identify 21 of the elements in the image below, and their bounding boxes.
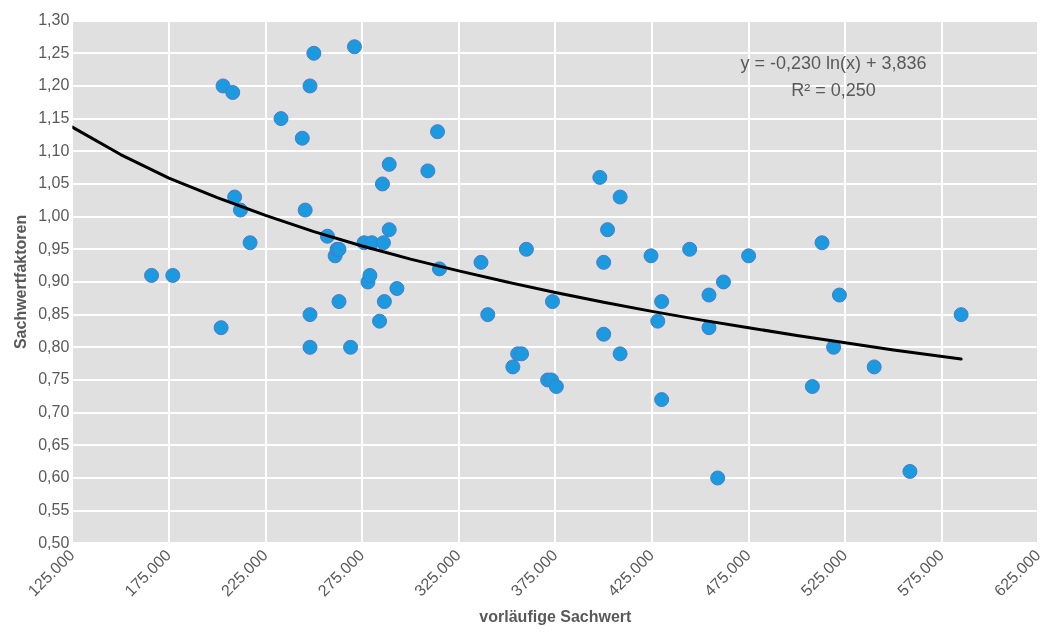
y-tick-label: 0,80 (38, 337, 70, 355)
y-axis-title: Sachwertfaktoren (12, 214, 30, 350)
y-tick-label: 1,05 (38, 174, 70, 192)
y-tick-label: 1,00 (38, 207, 70, 225)
y-tick-label: 0,75 (38, 370, 70, 388)
annotation: y = -0,230 ln(x) + 3,836 (740, 52, 927, 73)
y-tick-label: 0,60 (38, 468, 70, 486)
y-tick-label: 0,55 (38, 501, 70, 519)
y-tick-label: 1,15 (38, 109, 70, 127)
y-tick-label: 0,95 (38, 239, 70, 257)
y-tick-label: 0,70 (38, 403, 70, 421)
y-tick-label: 0,85 (38, 305, 70, 323)
annotation: R² = 0,250 (791, 79, 876, 100)
x-axis-title: vorläufige Sachwert (479, 607, 633, 625)
y-tick-label: 1,10 (38, 141, 70, 159)
y-tick-label: 0,90 (38, 272, 70, 290)
y-tick-label: 0,50 (38, 533, 70, 551)
y-tick-label: 1,20 (38, 76, 70, 94)
y-tick-label: 1,30 (38, 11, 70, 29)
y-tick-label: 0,65 (38, 435, 70, 453)
y-tick-label: 1,25 (38, 43, 70, 61)
